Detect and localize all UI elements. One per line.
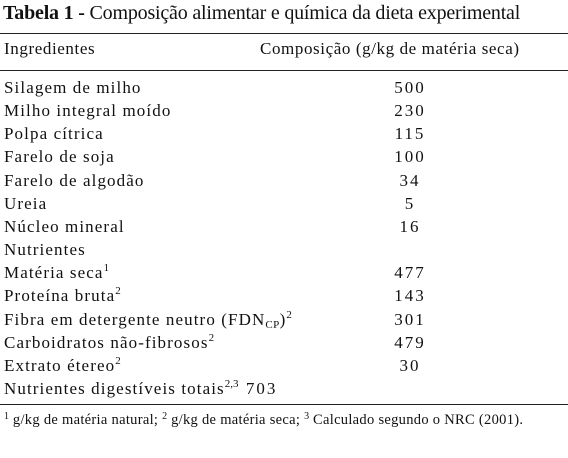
row-value: 100 — [394, 147, 426, 166]
row-label: Milho integral moído — [4, 101, 172, 120]
row-value: 479 — [394, 333, 426, 352]
footnote-ref: 1 — [103, 262, 110, 274]
nutrient-label: Carboidratos não-fibrosos — [4, 333, 209, 352]
row-value: 34 — [399, 171, 421, 190]
row-label: Proteína bruta2 — [4, 286, 121, 306]
footnote-ref: 1 — [4, 411, 9, 422]
row-value: 143 — [394, 286, 426, 305]
footnote-text: g/kg de matéria seca; — [167, 412, 305, 428]
footnote-ref: 2 — [115, 285, 121, 297]
bottom-rule — [0, 404, 568, 405]
row-value: 230 — [394, 101, 426, 120]
header-ingredients: Ingredientes — [4, 39, 96, 58]
row-label: Silagem de milho — [4, 78, 142, 97]
table-caption: Composição alimentar e química da dieta … — [89, 2, 521, 24]
nutrient-label: Proteína bruta — [4, 286, 116, 305]
row-value: 16 — [399, 217, 421, 236]
row-label: Fibra em detergente neutro (FDNCP)2 — [4, 309, 292, 331]
footnote-ref: 2 — [208, 332, 215, 344]
nutrient-label-end: ) — [279, 310, 287, 329]
row-value: 477 — [394, 263, 426, 282]
table-number: Tabela 1 - — [3, 2, 85, 24]
row-value: 703 — [245, 379, 278, 398]
nutrient-label: Matéria seca — [4, 263, 104, 282]
row-label: Núcleo mineral — [4, 217, 125, 236]
table-footnote: 1 g/kg de matéria natural; 2 g/kg de mat… — [4, 411, 566, 430]
row-value: 115 — [394, 124, 426, 143]
footnote-ref: 2 — [162, 411, 168, 422]
row-label: Polpa cítrica — [4, 124, 104, 143]
footnote-ref: 2,3 — [224, 378, 239, 390]
footnote-ref: 3 — [304, 411, 310, 422]
header-composition: Composição (g/kg de matéria seca) — [260, 39, 520, 58]
row-value: 500 — [394, 78, 426, 97]
nutrients-heading: Nutrientes — [4, 240, 86, 259]
row-value: 30 — [399, 356, 421, 375]
nutrient-label: Nutrientes digestíveis totais — [4, 379, 225, 398]
header-rule — [0, 70, 568, 71]
footnote-ref: 2 — [115, 355, 121, 367]
row-label: Carboidratos não-fibrosos2 — [4, 333, 214, 353]
row-value: 301 — [394, 310, 426, 329]
row-value: 5 — [404, 194, 416, 213]
row-label: Nutrientes digestíveis totais2,3 703 — [4, 379, 277, 399]
row-label: Extrato étereo2 — [4, 356, 121, 376]
subscript: CP — [265, 319, 280, 331]
row-label: Ureia — [4, 194, 48, 213]
row-label: Farelo de algodão — [4, 171, 145, 190]
nutrient-label: Extrato étereo — [4, 356, 116, 375]
footnote-text: Calculado segundo o NRC (2001). — [309, 412, 524, 428]
footnote-ref: 2 — [286, 309, 292, 321]
row-label: Matéria seca1 — [4, 263, 109, 283]
row-label: Farelo de soja — [4, 147, 115, 166]
top-rule — [0, 33, 568, 34]
nutrient-label: Fibra em detergente neutro (FDN — [4, 310, 266, 329]
table-title: Tabela 1 - Composição alimentar e químic… — [3, 2, 520, 25]
footnote-text: g/kg de matéria natural; — [9, 412, 163, 428]
